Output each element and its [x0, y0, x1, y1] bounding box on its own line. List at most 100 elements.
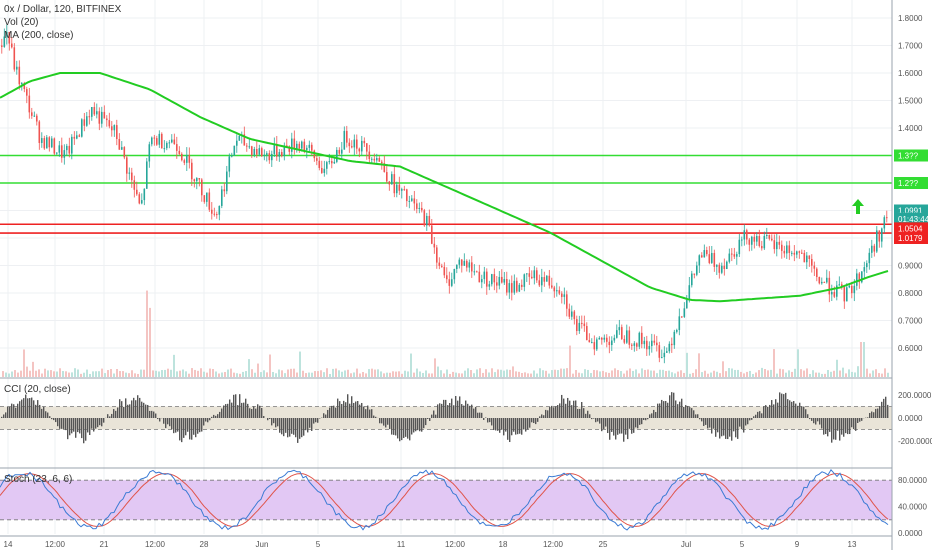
cci-bar: [119, 399, 121, 418]
price-tick-label: 1.6000: [898, 69, 923, 78]
cci-bar: [35, 404, 37, 418]
candle-body: [438, 262, 441, 266]
volume-bar: [158, 371, 160, 377]
horizontal-levels: [0, 154, 892, 234]
candle-body: [186, 154, 188, 163]
cci-bar: [605, 418, 607, 427]
candle-body: [878, 230, 881, 242]
candle-body: [596, 339, 598, 350]
cci-bar: [117, 407, 119, 418]
volume-bar: [677, 371, 679, 377]
candle-body: [876, 230, 878, 252]
volume-bar: [452, 371, 454, 377]
cci-bar: [441, 403, 443, 418]
volume-bar: [455, 372, 457, 377]
ma-200-line: [0, 72, 889, 303]
cci-bar: [393, 418, 395, 435]
candle-body: [693, 273, 696, 275]
cci-bar: [101, 418, 103, 427]
price-tick-label: 0.8000: [898, 289, 923, 298]
volume-bar: [2, 371, 4, 377]
volume-bar: [689, 373, 691, 377]
candle-body: [801, 252, 803, 254]
cci-bar: [575, 400, 577, 418]
cci-bar: [397, 418, 399, 439]
cci-bar: [749, 418, 751, 421]
volume-bar: [143, 369, 145, 377]
candle-body: [96, 111, 98, 115]
volume-bar: [146, 290, 148, 377]
cci-bar: [829, 418, 831, 432]
volume-bar: [545, 370, 547, 377]
volume-bar: [755, 372, 757, 377]
cci-bar: [601, 418, 603, 432]
candle-body: [763, 235, 766, 249]
volume-bar: [527, 373, 529, 377]
candle-body: [156, 138, 158, 145]
cci-bar: [743, 418, 745, 433]
price-tag: [894, 222, 928, 235]
volume-bar: [764, 369, 766, 377]
volume-bar: [845, 373, 847, 377]
candle-body: [83, 119, 86, 126]
volume-bar: [494, 372, 496, 377]
volume-bar: [221, 372, 223, 377]
cci-bar: [343, 400, 345, 418]
volume-bar: [803, 370, 805, 377]
candle-body: [533, 270, 536, 279]
cci-bar: [347, 394, 349, 418]
cci-bar: [557, 405, 559, 418]
volume-bar: [122, 371, 124, 377]
volume-bar: [653, 370, 655, 377]
volume-bar: [593, 369, 595, 377]
volume-bar: [245, 371, 247, 377]
candle-body: [343, 130, 346, 150]
price-tag-label: 01:43:44: [898, 215, 930, 224]
cci-bar: [453, 405, 455, 418]
stoch-k-line: [0, 468, 889, 531]
candle-body: [106, 118, 108, 121]
candle-body: [573, 311, 576, 320]
volume-bar: [665, 370, 667, 377]
candle-body: [31, 112, 33, 116]
cci-bar: [7, 406, 9, 418]
volume-bar: [713, 370, 715, 377]
cci-bar: [371, 409, 373, 418]
cci-bar: [651, 413, 653, 418]
volume-bar: [80, 373, 82, 377]
volume-bar: [563, 368, 565, 377]
candle-body: [543, 277, 546, 282]
cci-bar: [155, 413, 157, 418]
volume-bar: [416, 368, 418, 377]
cci-bar: [689, 407, 691, 418]
candle-body: [803, 252, 806, 263]
cci-bar: [661, 399, 663, 418]
cci-bar: [479, 412, 481, 418]
candle-body: [808, 255, 811, 259]
volume-bar: [608, 372, 610, 377]
candle-body: [466, 260, 468, 268]
volume-bar: [395, 371, 397, 377]
candle-body: [478, 271, 481, 283]
cci-bar: [351, 396, 353, 418]
candle-body: [488, 284, 491, 287]
cci-bar: [425, 418, 427, 426]
cci-bar: [567, 397, 569, 418]
volume-bar: [521, 373, 523, 377]
cci-bar: [823, 418, 825, 435]
cci-bar: [505, 418, 507, 432]
cci-bar: [623, 418, 625, 442]
cci-bar: [721, 418, 723, 437]
volume-bar: [656, 373, 658, 377]
cci-bar: [797, 405, 799, 418]
candle-body: [376, 157, 378, 161]
cci-bar: [23, 398, 25, 418]
candle-body: [583, 323, 586, 327]
volume-bar: [848, 369, 850, 377]
candle-body: [628, 330, 631, 345]
candle-body: [546, 275, 548, 282]
cci-bar: [617, 418, 619, 435]
candle-body: [238, 135, 241, 141]
candle-body: [141, 200, 143, 204]
volume-bar: [101, 368, 103, 377]
